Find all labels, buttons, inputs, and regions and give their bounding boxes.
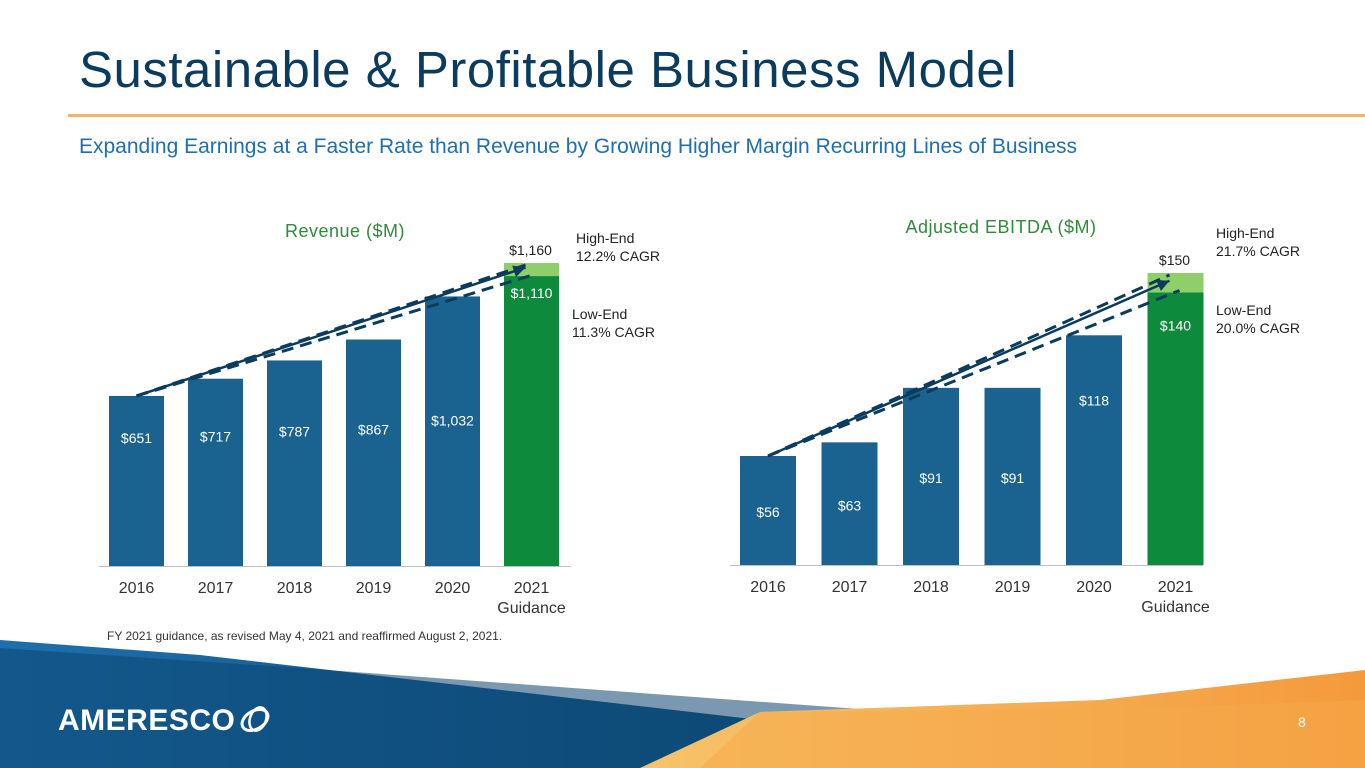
title-divider (68, 114, 1365, 117)
data-label: $91 (919, 470, 943, 486)
footnote: FY 2021 guidance, as revised May 4, 2021… (107, 629, 503, 643)
data-label: $140 (1160, 317, 1191, 333)
data-label: $118 (1079, 392, 1109, 408)
x-tick-label: 2018 (277, 580, 313, 597)
data-label: $91 (1001, 470, 1025, 486)
low-end-cagr: 11.3% CAGR (572, 324, 655, 340)
page-number: 8 (1298, 714, 1306, 730)
high-end-label: High-End (576, 230, 634, 246)
guidance-low-bar (504, 276, 559, 566)
bar (188, 378, 243, 566)
cagr-arrows (767, 273, 1181, 458)
bar (346, 339, 401, 566)
x-tick-label: 2016 (119, 580, 155, 597)
x-tick-label: 2021 (1158, 579, 1194, 596)
low-end-cagr: 20.0% CAGR (1216, 320, 1300, 336)
bar (425, 296, 480, 566)
data-label: $56 (756, 504, 780, 520)
guidance-high-label: $1,160 (509, 242, 552, 258)
data-label: $1,110 (511, 285, 553, 301)
data-label: $651 (121, 430, 152, 446)
bar (267, 360, 322, 566)
high-end-cagr: 12.2% CAGR (576, 248, 660, 264)
data-label: $1,032 (431, 412, 474, 428)
low-end-label: Low-End (1216, 302, 1271, 318)
data-label: $63 (838, 497, 862, 513)
x-tick-label: 2017 (832, 579, 868, 596)
low-end-dashed-line (136, 272, 536, 398)
cagr-solid-line (767, 279, 1171, 458)
low-end-label: Low-End (572, 306, 627, 322)
slide-subtitle: Expanding Earnings at a Faster Rate than… (79, 135, 1078, 158)
bar (984, 387, 1041, 565)
bar (903, 387, 959, 565)
logo-globe-icon (240, 706, 270, 732)
x-tick-label: 2016 (750, 579, 786, 596)
x-tick-label: 2019 (356, 580, 392, 597)
high-end-cagr: 21.7% CAGR (1216, 243, 1300, 259)
chart-title: Revenue ($M) (285, 221, 405, 241)
bar (109, 395, 164, 566)
x-tick-label: 2020 (435, 580, 471, 597)
arrow-head (512, 265, 526, 277)
data-label: $787 (279, 423, 310, 439)
x-tick-label: 2018 (913, 579, 949, 596)
chart-title: Adjusted EBITDA ($M) (905, 217, 1096, 237)
bar (821, 442, 878, 565)
high-end-dashed-line (767, 273, 1171, 458)
cagr-solid-line (136, 266, 526, 398)
slide-title: Sustainable & Profitable Business Model (79, 41, 1018, 98)
bar (740, 455, 796, 565)
data-label: $867 (358, 422, 389, 438)
ameresco-logo: AMERESCO (58, 697, 288, 746)
arrow-head (1156, 280, 1170, 292)
data-label: $717 (200, 429, 231, 445)
low-end-dashed-line (767, 289, 1181, 458)
x-tick-label: 2020 (1076, 579, 1112, 596)
bar (1066, 335, 1122, 565)
guidance-low-bar (1147, 292, 1204, 565)
x-tick-sublabel: Guidance (1141, 599, 1210, 616)
x-tick-sublabel: Guidance (497, 600, 566, 617)
guidance-high-label: $150 (1159, 252, 1190, 268)
logo-text: AMERESCO (58, 704, 235, 737)
x-tick-label: 2017 (198, 580, 234, 597)
x-tick-label: 2021 (514, 580, 550, 597)
x-tick-label: 2019 (995, 579, 1031, 596)
cagr-arrows (136, 263, 536, 398)
high-end-label: High-End (1216, 225, 1274, 241)
